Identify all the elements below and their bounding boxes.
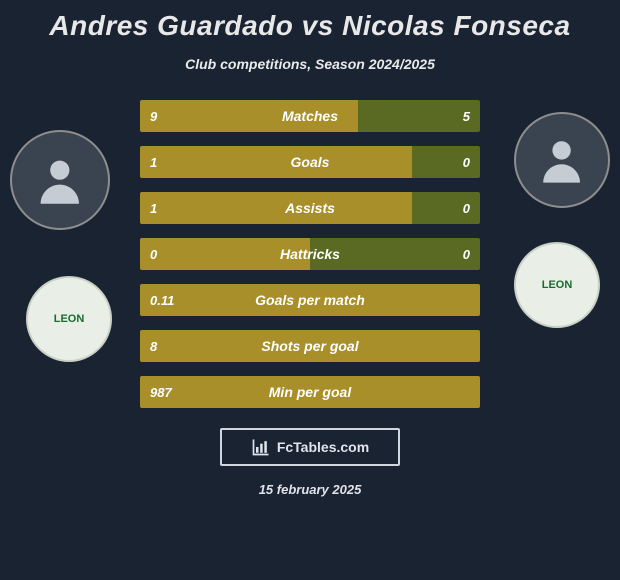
stat-value-right: 0 [453, 192, 480, 224]
stat-row: Goals per match0.11 [140, 284, 480, 316]
stat-row: Min per goal987 [140, 376, 480, 408]
page-title: Andres Guardado vs Nicolas Fonseca [0, 0, 620, 42]
footer-date: 15 february 2025 [0, 482, 620, 497]
stat-row: Assists1 0 [140, 192, 480, 224]
stat-value-left: 1 [140, 192, 167, 224]
stat-value-right: 5 [453, 100, 480, 132]
stat-value-left: 0.11 [140, 284, 184, 316]
player2-club-logo: LEON [514, 242, 600, 328]
stat-value-left: 9 [140, 100, 167, 132]
stat-value-right [460, 376, 480, 408]
stat-value-left: 1 [140, 146, 167, 178]
person-icon [31, 151, 89, 209]
comparison-stage: LEON LEON Matches95Goals10Assists10Hattr… [0, 100, 620, 408]
stat-value-right [460, 330, 480, 362]
person-icon [534, 132, 589, 187]
stat-value-right [460, 284, 480, 316]
stat-row: Hattricks0 0 [140, 238, 480, 270]
stat-value-right: 0 [453, 238, 480, 270]
player1-avatar [10, 130, 110, 230]
player2-avatar [514, 112, 610, 208]
player1-club-logo: LEON [26, 276, 112, 362]
stat-label: Goals [140, 146, 480, 178]
stat-label: Min per goal [140, 376, 480, 408]
stat-label: Assists [140, 192, 480, 224]
stat-row: Goals1 0 [140, 146, 480, 178]
stat-label: Hattricks [140, 238, 480, 270]
stat-value-right: 0 [453, 146, 480, 178]
stat-bars: Matches95Goals10Assists10Hattricks00Goal… [140, 100, 480, 408]
stat-label: Shots per goal [140, 330, 480, 362]
stat-label: Matches [140, 100, 480, 132]
subtitle: Club competitions, Season 2024/2025 [0, 56, 620, 72]
stat-value-left: 8 [140, 330, 167, 362]
footer-brand-text: FcTables.com [277, 439, 369, 455]
chart-icon [251, 437, 271, 457]
stat-value-left: 987 [140, 376, 182, 408]
footer-brand: FcTables.com [220, 428, 400, 466]
stat-row: Matches9 5 [140, 100, 480, 132]
stat-row: Shots per goal8 [140, 330, 480, 362]
stat-label: Goals per match [140, 284, 480, 316]
stat-value-left: 0 [140, 238, 167, 270]
